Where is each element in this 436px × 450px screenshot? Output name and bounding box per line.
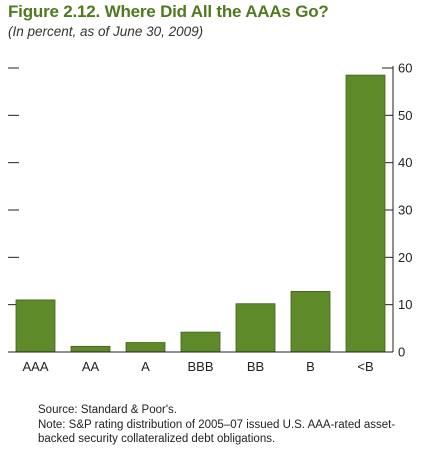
chart-subtitle: (In percent, as of June 30, 2009) [8,24,204,39]
footnote: Note: S&P rating distribution of 2005–07… [38,419,396,445]
bar-AAA [15,299,56,353]
y-tick-label: 10 [398,297,412,312]
y-tick-label: 0 [398,345,405,360]
bar-BB [235,303,276,353]
x-tick-label: B [306,359,315,374]
y-tick-label: 50 [398,108,412,123]
source-note: Source: Standard & Poor's. [38,404,177,416]
y-tick-label: 40 [398,155,412,170]
bar-AA [70,345,111,353]
bar-B [290,291,331,353]
x-tick-label: <B [357,359,373,374]
y-tick-label: 30 [398,203,412,218]
bar-BBB [180,331,221,353]
x-tick-label: A [141,359,150,374]
x-tick-label: BBB [187,359,213,374]
x-tick-label: AAA [22,359,48,374]
x-tick-label: AA [82,359,100,374]
bar-<B [345,74,386,353]
chart-title: Figure 2.12. Where Did All the AAAs Go? [8,2,329,21]
x-tick-label: BB [247,359,264,374]
y-tick-label: 60 [398,61,412,76]
y-tick-label: 20 [398,250,412,265]
bar-A [125,342,166,353]
